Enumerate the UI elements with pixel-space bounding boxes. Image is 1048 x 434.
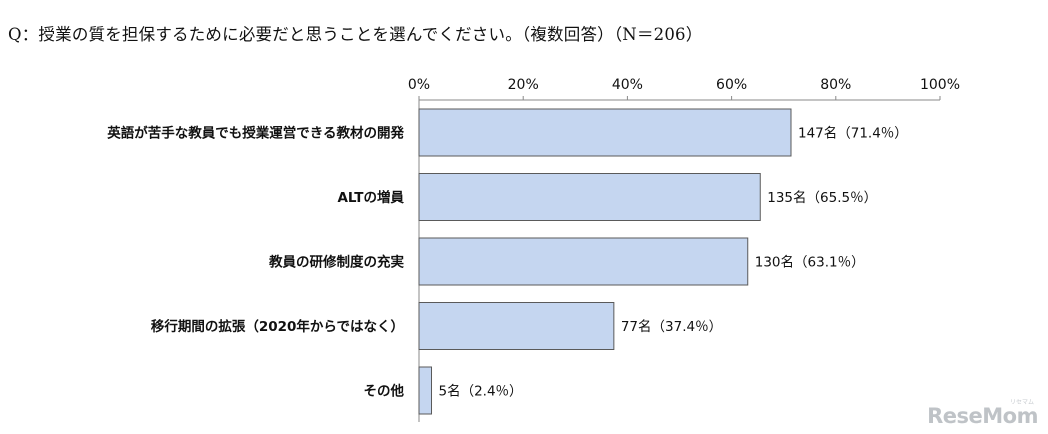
watermark-text: ReseMom	[927, 404, 1038, 428]
category-label: その他	[364, 383, 405, 400]
x-tick-label: 60%	[716, 77, 747, 93]
bar	[418, 108, 792, 157]
x-tick-label: 0%	[408, 77, 430, 93]
question-title: Q：授業の質を担保するために必要だと思うことを選んでください。（複数回答）（N＝…	[8, 25, 703, 44]
watermark-subtext: リセマム	[1009, 399, 1034, 406]
category-label: ALTの増員	[337, 189, 404, 206]
bar	[418, 302, 615, 350]
category-label: 移行期間の拡張（2020年からではなく）	[151, 318, 404, 335]
x-tick-label: 40%	[612, 77, 643, 93]
data-label: 77名（37.4％）	[621, 319, 722, 335]
data-label: 147名（71.4％）	[798, 126, 908, 142]
resemom-watermark-logo: ReseMom リセマム	[927, 399, 1038, 428]
bar	[418, 237, 749, 286]
x-tick-label: 100%	[920, 77, 960, 93]
bar	[418, 173, 761, 221]
data-label: 130名（63.1％）	[755, 255, 865, 271]
x-tick-label: 80%	[820, 77, 851, 93]
bar	[418, 366, 433, 415]
data-label: 135名（65.5％）	[767, 190, 877, 206]
category-label: 英語が苦手な教員でも授業運営できる教材の開発	[106, 125, 404, 142]
category-label: 教員の研修制度の充実	[269, 254, 404, 271]
x-tick-label: 20%	[508, 77, 539, 93]
data-label: 5名（2.4％）	[439, 384, 523, 400]
